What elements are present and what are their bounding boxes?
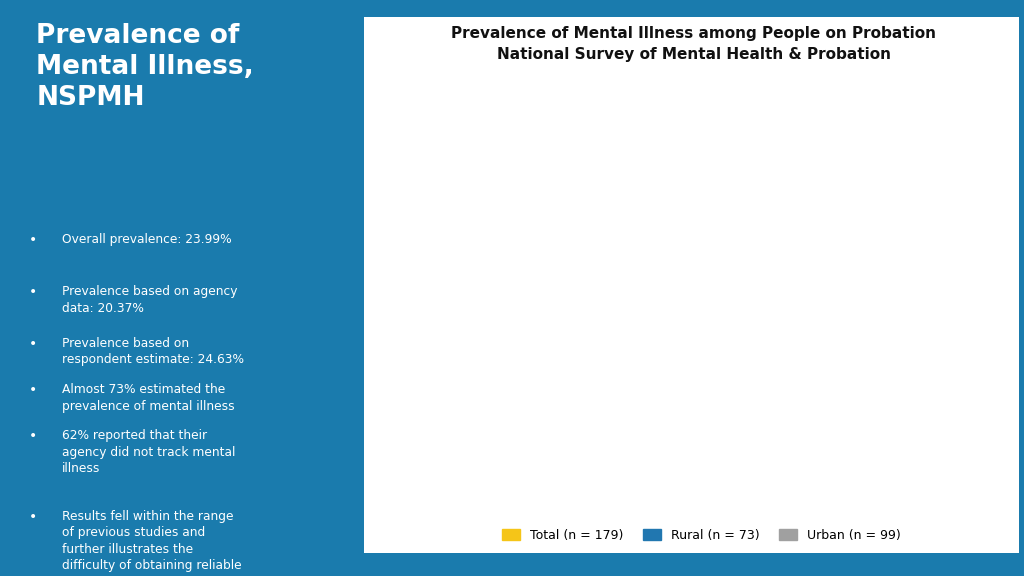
Bar [633, 310, 666, 467]
Bar [741, 310, 773, 467]
Text: Prevalence of Mental Illness among People on Probation
National Survey of Mental: Prevalence of Mental Illness among Peopl… [452, 26, 936, 62]
Bar [601, 271, 633, 467]
Text: •: • [29, 383, 37, 397]
X-axis label: Source of information: Source of information [651, 521, 787, 533]
Text: 30%: 30% [949, 217, 974, 227]
Text: 26%: 26% [885, 248, 909, 258]
Bar [525, 263, 558, 467]
Text: •: • [29, 510, 37, 524]
Text: 62% reported that their
agency did not track mental
illness: 62% reported that their agency did not t… [61, 429, 236, 475]
Text: Almost 73% estimated the
prevalence of mental illness: Almost 73% estimated the prevalence of m… [61, 383, 234, 412]
Bar [945, 232, 978, 467]
Bar [773, 247, 806, 467]
Bar [494, 294, 525, 467]
Text: 22%: 22% [497, 279, 522, 290]
Text: 26%: 26% [529, 248, 554, 258]
Text: 20%: 20% [744, 295, 770, 305]
Text: Prevalence of
Mental Illness,
NSPMH: Prevalence of Mental Illness, NSPMH [37, 23, 254, 111]
Bar [666, 247, 697, 467]
Bar [806, 341, 838, 467]
Text: •: • [29, 337, 37, 351]
Bar [461, 279, 494, 467]
Text: 25%: 25% [605, 256, 630, 266]
Text: •: • [29, 285, 37, 299]
Text: •: • [29, 233, 37, 247]
Text: 20%: 20% [637, 295, 662, 305]
Legend: Total (n = 179), Rural (n = 73), Urban (n = 99): Total (n = 179), Rural (n = 73), Urban (… [497, 524, 906, 547]
Text: 16%: 16% [809, 327, 834, 336]
Bar [881, 263, 913, 467]
Text: Overall prevalence: 23.99%: Overall prevalence: 23.99% [61, 233, 231, 247]
Text: 28%: 28% [777, 233, 802, 242]
Text: 28%: 28% [669, 233, 694, 242]
Y-axis label: % of people on probation: % of people on probation [381, 196, 394, 345]
Bar [913, 302, 945, 467]
Text: 24%: 24% [465, 264, 489, 274]
Text: Results fell within the range
of previous studies and
further illustrates the
di: Results fell within the range of previou… [61, 510, 242, 576]
Text: Prevalence based on agency
data: 20.37%: Prevalence based on agency data: 20.37% [61, 285, 238, 314]
Text: 21%: 21% [918, 287, 942, 297]
Text: •: • [29, 429, 37, 443]
Text: Prevalence based on
respondent estimate: 24.63%: Prevalence based on respondent estimate:… [61, 337, 244, 366]
